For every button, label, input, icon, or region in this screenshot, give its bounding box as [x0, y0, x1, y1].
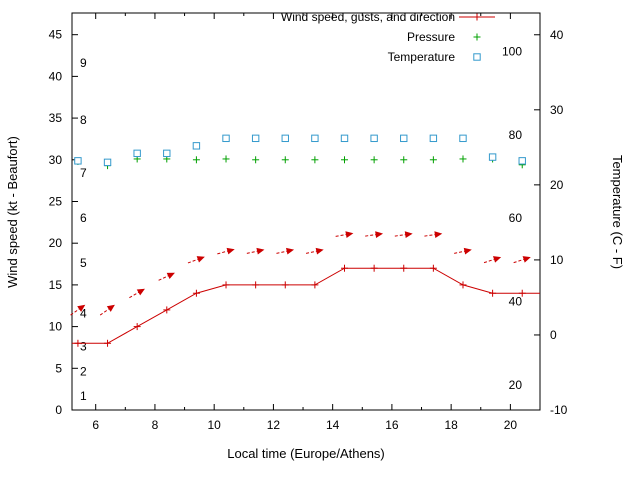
y-left-tick-label: 15 — [49, 278, 63, 292]
wind-direction-arrow — [394, 231, 413, 239]
wind-direction-arrow — [513, 256, 531, 264]
x-tick-label: 18 — [444, 418, 458, 432]
x-tick-label: 10 — [207, 418, 221, 432]
beaufort-label: 3 — [80, 340, 87, 354]
wind-direction-arrow — [129, 288, 145, 299]
wind-direction-arrow — [99, 304, 115, 316]
wind-direction-arrow — [454, 247, 472, 255]
y-left-tick-label: 25 — [49, 194, 63, 208]
legend-label: Temperature — [388, 50, 456, 64]
axis-titles: Wind speed (kt - Beaufort) Temperature (C… — [5, 136, 625, 461]
plot-border — [71, 12, 541, 411]
x-tick-label: 8 — [152, 418, 159, 432]
wind-direction-arrow — [217, 247, 235, 255]
fahrenheit-label: 100 — [502, 44, 522, 58]
y-left-tick-label: 5 — [55, 361, 62, 375]
legend-label: Wind speed, gusts, and direction — [281, 10, 455, 24]
wind-speed-series — [72, 264, 540, 347]
x-axis-title: Local time (Europe/Athens) — [227, 446, 385, 461]
y-right-tick-label: 10 — [550, 253, 564, 267]
y-left-tick-label: 0 — [55, 403, 62, 417]
y-left-tick-label: 35 — [49, 111, 63, 125]
wind-direction-arrow — [158, 272, 175, 281]
y-axis-right: -10 0 10 20 30 40 — [534, 28, 568, 417]
y-right-tick-label: 40 — [550, 28, 564, 42]
beaufort-label: 5 — [80, 256, 87, 270]
x-tick-label: 6 — [92, 418, 99, 432]
y-left-tick-label: 20 — [49, 236, 63, 250]
beaufort-label: 6 — [80, 211, 87, 225]
legend-label: Pressure — [407, 30, 455, 44]
wind-direction-arrow — [305, 247, 324, 255]
beaufort-label: 2 — [80, 365, 87, 379]
y-right-axis-title: Temperature (C - F) — [610, 155, 625, 269]
wind-direction-arrow — [276, 247, 295, 255]
beaufort-labels: 1 2 3 4 5 6 7 8 9 — [80, 56, 87, 403]
fahrenheit-labels: 20 40 60 80 100 — [502, 44, 522, 392]
y-left-tick-label: 10 — [49, 320, 63, 334]
fahrenheit-label: 60 — [509, 211, 523, 225]
beaufort-label: 4 — [80, 306, 87, 320]
wind-direction-arrow — [246, 247, 265, 255]
pressure-series — [74, 155, 526, 170]
x-tick-label: 12 — [267, 418, 281, 432]
y-right-tick-label: 30 — [550, 103, 564, 117]
beaufort-label: 9 — [80, 56, 87, 70]
x-tick-label: 20 — [504, 418, 518, 432]
wind-direction-arrow — [187, 256, 205, 264]
wind-direction-arrow — [70, 304, 86, 316]
y-left-axis-title: Wind speed (kt - Beaufort) — [5, 136, 20, 288]
beaufort-label: 7 — [80, 166, 87, 180]
wind-direction-arrow — [483, 256, 502, 264]
y-left-tick-label: 45 — [49, 28, 63, 42]
y-right-tick-label: 0 — [550, 328, 557, 342]
fahrenheit-label: 80 — [509, 128, 523, 142]
y-left-tick-label: 30 — [49, 153, 63, 167]
beaufort-label: 1 — [80, 389, 87, 403]
x-axis: 6 8 10 12 14 16 18 20 — [92, 13, 517, 432]
y-axis-left: 0 5 10 15 20 25 30 35 40 45 — [49, 28, 78, 417]
gust-direction-arrows — [70, 231, 531, 316]
fahrenheit-label: 20 — [509, 378, 523, 392]
wind-direction-arrow — [335, 231, 354, 238]
x-tick-label: 16 — [385, 418, 399, 432]
y-right-tick-label: 20 — [550, 178, 564, 192]
y-right-tick-label: -10 — [550, 403, 568, 417]
wind-direction-arrow — [365, 231, 384, 239]
legend: Wind speed, gusts, and direction Pressure… — [281, 10, 495, 64]
temperature-series — [74, 134, 526, 167]
y-left-tick-label: 40 — [49, 69, 63, 83]
beaufort-label: 8 — [80, 113, 87, 127]
wind-direction-arrow — [424, 231, 443, 239]
x-tick-label: 14 — [326, 418, 340, 432]
fahrenheit-label: 40 — [509, 295, 523, 309]
